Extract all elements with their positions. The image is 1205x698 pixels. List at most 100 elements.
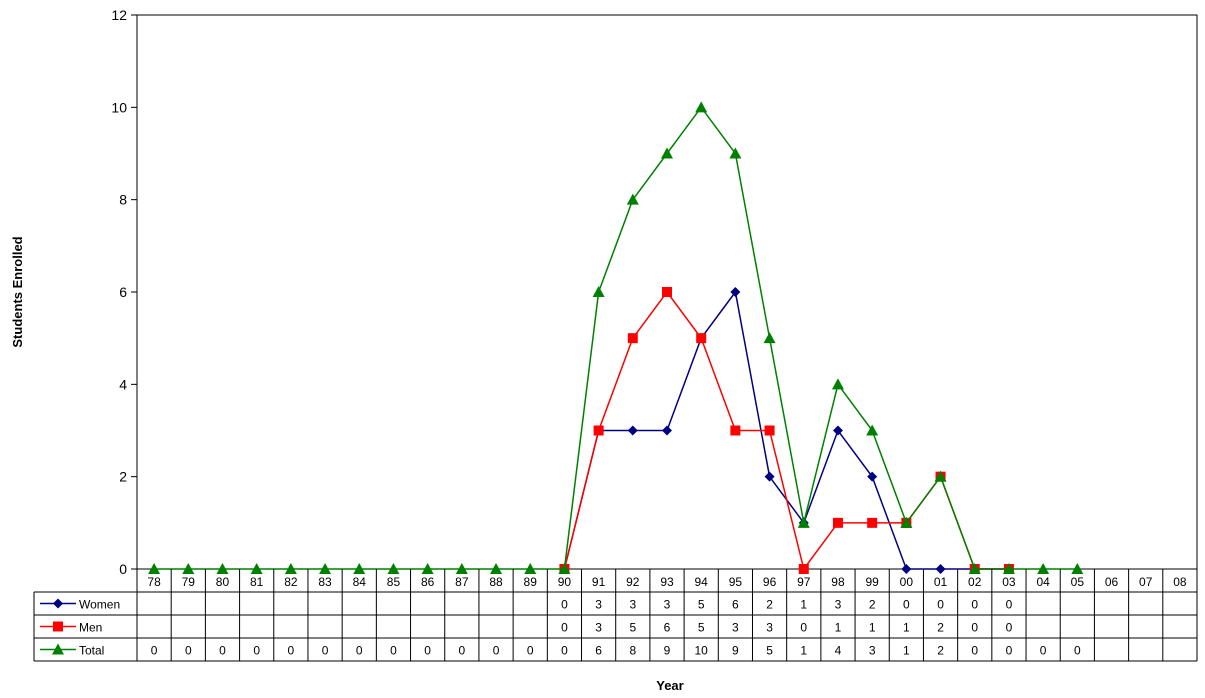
y-tick-label: 12 <box>111 7 127 23</box>
x-tick-label: 03 <box>1002 575 1016 589</box>
table-cell-value: 3 <box>766 621 773 635</box>
table-cell-value: 0 <box>219 644 226 658</box>
table-cell-value: 9 <box>664 644 671 658</box>
table-cell-value: 3 <box>629 598 636 612</box>
table-cell-value: 1 <box>903 644 910 658</box>
legend-marker-men <box>53 621 63 632</box>
data-point-women <box>764 471 775 482</box>
table-cell-value: 2 <box>766 598 773 612</box>
data-point-men <box>627 333 638 344</box>
table-cell-value: 0 <box>971 644 978 658</box>
table-cell-value: 0 <box>288 644 295 658</box>
table-cell-value: 3 <box>595 621 602 635</box>
data-point-total <box>763 332 776 344</box>
legend-label-total: Total <box>79 644 104 658</box>
x-tick-label: 93 <box>660 575 674 589</box>
x-tick-label: 07 <box>1139 575 1153 589</box>
table-cell-value: 0 <box>1006 598 1013 612</box>
data-point-women <box>935 564 946 574</box>
y-tick-label: 0 <box>119 561 127 577</box>
table-cell-value: 0 <box>971 598 978 612</box>
table-cell-value: 1 <box>800 644 807 658</box>
table-cell-value: 0 <box>1006 621 1013 635</box>
table-cell-value: 1 <box>835 621 842 635</box>
table-cell-value: 1 <box>869 621 876 635</box>
series-line-total <box>154 106 1078 570</box>
x-tick-label: 80 <box>216 575 230 589</box>
y-tick-label: 2 <box>119 469 127 485</box>
table-cell-value: 0 <box>493 644 500 658</box>
table-cell-value: 5 <box>698 621 705 635</box>
data-point-total <box>250 563 263 574</box>
x-tick-label: 78 <box>147 575 161 589</box>
x-tick-label: 95 <box>729 575 743 589</box>
data-point-women <box>627 425 638 436</box>
table-cell-value: 0 <box>561 644 568 658</box>
x-tick-label: 85 <box>387 575 401 589</box>
y-tick-label: 4 <box>119 376 127 392</box>
data-point-total <box>968 563 981 574</box>
data-point-total <box>729 147 742 159</box>
table-cell-value: 3 <box>595 598 602 612</box>
x-tick-label: 94 <box>695 575 709 589</box>
data-point-total <box>387 563 400 574</box>
data-point-men <box>696 333 707 344</box>
table-cell-value: 5 <box>766 644 773 658</box>
table-cell-value: 9 <box>732 644 739 658</box>
data-point-total <box>284 563 297 574</box>
x-tick-label: 86 <box>421 575 435 589</box>
data-point-women <box>867 471 878 482</box>
data-point-total <box>319 563 332 574</box>
y-tick-label: 6 <box>119 284 127 300</box>
data-point-women <box>662 425 672 436</box>
table-cell-value: 0 <box>527 644 534 658</box>
table-cell-value: 0 <box>1074 644 1081 658</box>
data-point-total <box>455 563 468 574</box>
data-point-total <box>831 378 844 390</box>
table-cell-value: 0 <box>1006 644 1013 658</box>
data-point-men <box>662 287 672 297</box>
table-cell-value: 0 <box>356 644 363 658</box>
data-point-total <box>695 101 708 113</box>
data-point-men <box>730 425 741 436</box>
x-tick-label: 06 <box>1105 575 1119 589</box>
table-cell-value: 0 <box>322 644 329 658</box>
data-point-total <box>1071 563 1084 574</box>
table-cell-value: 6 <box>595 644 602 658</box>
y-tick-label: 8 <box>119 192 127 208</box>
data-point-total <box>524 563 537 574</box>
data-point-men <box>764 425 775 436</box>
x-tick-label: 90 <box>558 575 572 589</box>
data-point-total <box>900 516 913 528</box>
data-point-women <box>730 287 741 297</box>
x-tick-label: 05 <box>1071 575 1085 589</box>
data-point-total <box>216 563 229 574</box>
table-cell-value: 0 <box>458 644 465 658</box>
data-point-total <box>148 563 161 574</box>
table-cell-value: 1 <box>903 621 910 635</box>
data-point-total <box>866 424 879 436</box>
data-point-men <box>798 564 809 574</box>
table-cell-value: 2 <box>937 644 944 658</box>
data-point-men <box>867 517 878 528</box>
x-tick-label: 99 <box>865 575 879 589</box>
table-cell-value: 0 <box>253 644 260 658</box>
table-cell-value: 0 <box>800 621 807 635</box>
x-tick-label: 08 <box>1173 575 1187 589</box>
data-point-total <box>558 563 571 574</box>
legend-marker-total <box>52 643 64 655</box>
data-point-total <box>1037 563 1050 574</box>
x-tick-label: 82 <box>284 575 298 589</box>
x-tick-label: 87 <box>455 575 469 589</box>
x-tick-label: 04 <box>1036 575 1050 589</box>
legend-marker-women <box>53 598 63 609</box>
table-cell-value: 4 <box>835 644 842 658</box>
data-point-total <box>626 193 639 205</box>
y-tick-label: 10 <box>111 99 127 115</box>
x-tick-label: 88 <box>489 575 503 589</box>
data-point-total <box>592 286 605 297</box>
data-point-women <box>832 425 843 436</box>
table-cell-value: 0 <box>151 644 158 658</box>
table-cell-value: 8 <box>629 644 636 658</box>
table-cell-value: 1 <box>800 598 807 612</box>
